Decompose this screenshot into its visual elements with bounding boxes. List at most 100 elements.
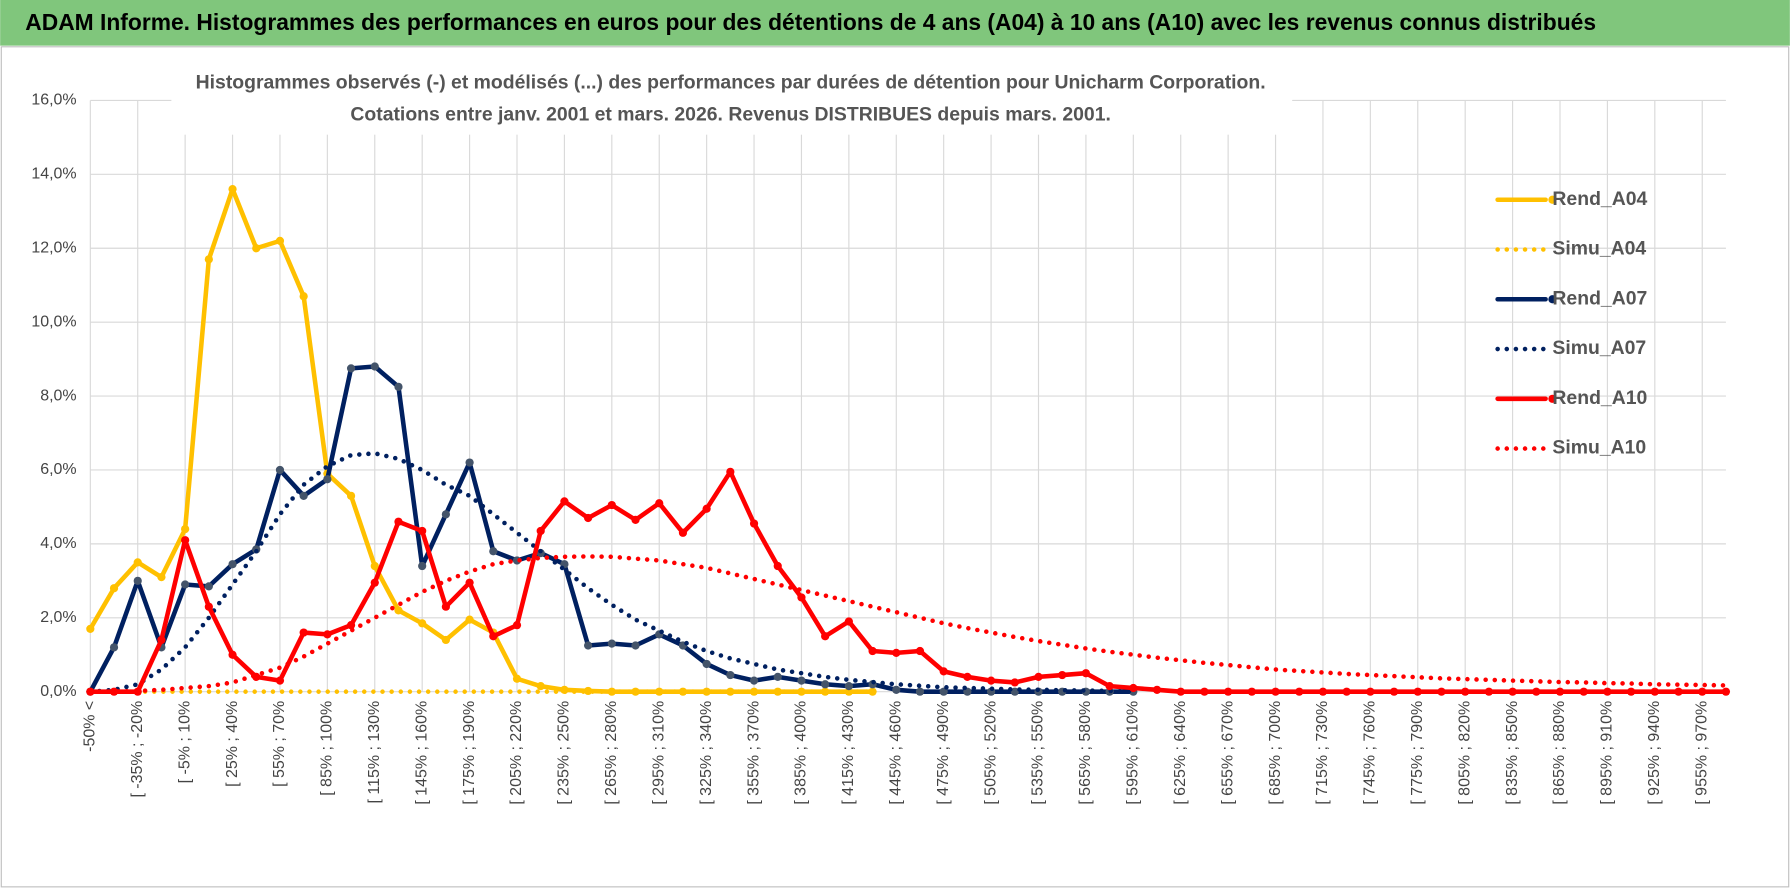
legend-label: Simu_A10 xyxy=(1552,437,1646,459)
point xyxy=(512,674,522,683)
point xyxy=(441,510,450,519)
point xyxy=(181,524,190,534)
legend-marker xyxy=(1548,394,1557,403)
point xyxy=(939,667,948,676)
point xyxy=(655,499,664,508)
point xyxy=(584,641,593,650)
x-tick-label: [ 145% ; 160% xyxy=(413,701,430,805)
point xyxy=(963,672,972,682)
point xyxy=(536,682,545,691)
point xyxy=(1176,687,1185,696)
point xyxy=(323,630,332,639)
x-tick-label: [ 445% ; 460% xyxy=(887,701,904,805)
point xyxy=(109,584,119,593)
point xyxy=(512,621,522,630)
x-tick-label: [ 475% ; 490% xyxy=(935,701,952,805)
point xyxy=(204,582,213,591)
point xyxy=(1366,687,1375,696)
point xyxy=(228,560,237,569)
x-tick-label: [ 115% ; 130% xyxy=(366,701,383,804)
y-tick-label: 10,0% xyxy=(31,313,76,330)
point xyxy=(465,458,474,467)
plot xyxy=(86,185,1731,696)
x-tick-label: [ -35% ; -20% xyxy=(129,701,146,798)
point xyxy=(797,593,806,602)
point xyxy=(844,682,853,691)
legend-label: Simu_A04 xyxy=(1552,238,1646,260)
chart-title: Histogrammes observés (-) et modélisés (… xyxy=(196,71,1266,93)
point xyxy=(1413,687,1422,696)
point xyxy=(323,475,332,484)
x-tick-label: [ 595% ; 610% xyxy=(1125,701,1142,805)
point xyxy=(1508,687,1517,696)
point xyxy=(702,687,711,696)
point xyxy=(536,526,545,536)
point xyxy=(1389,687,1399,696)
point xyxy=(394,606,403,615)
point xyxy=(157,573,166,582)
point xyxy=(1152,685,1162,694)
point xyxy=(418,526,427,536)
x-tick-label: [ 55% ; 70% xyxy=(271,701,288,787)
legend-label: Rend_A07 xyxy=(1552,287,1647,309)
x-tick-label: [ 205% ; 220% xyxy=(508,701,525,805)
point xyxy=(892,685,901,694)
x-tick-label: [ 835% ; 850% xyxy=(1504,701,1521,805)
chart-subtitle: Cotations entre janv. 2001 et mars. 2026… xyxy=(350,103,1111,125)
point xyxy=(821,687,830,696)
series-line xyxy=(88,451,1136,694)
point xyxy=(1105,682,1114,691)
x-tick-label: [ 925% ; 940% xyxy=(1646,701,1663,805)
point xyxy=(1224,687,1233,696)
x-tick-label: [ 85% ; 100% xyxy=(319,701,336,796)
x-tick-label: [ 175% ; 190% xyxy=(461,701,478,805)
point xyxy=(1721,687,1731,696)
point xyxy=(109,643,119,652)
point xyxy=(441,635,450,645)
point xyxy=(797,676,806,685)
point xyxy=(394,382,403,391)
point xyxy=(1247,687,1256,696)
x-tick-label: [ 565% ; 580% xyxy=(1077,701,1094,805)
x-tick-label: [ 295% ; 310% xyxy=(650,701,667,805)
legend-marker xyxy=(1548,195,1557,204)
point xyxy=(1010,687,1019,696)
banner-title: ADAM Informe. Histogrammes des performan… xyxy=(25,9,1596,35)
y-tick-label: 4,0% xyxy=(40,535,76,552)
banner xyxy=(0,0,1790,46)
y-tick-label: 12,0% xyxy=(31,239,76,256)
point xyxy=(773,672,782,682)
x-tick-label: [ 415% ; 430% xyxy=(840,701,857,805)
point xyxy=(1484,687,1493,696)
point xyxy=(1058,670,1067,680)
point xyxy=(1532,687,1541,696)
point xyxy=(275,236,285,245)
x-tick-label: [ 235% ; 250% xyxy=(556,701,573,805)
point xyxy=(607,639,616,648)
point xyxy=(1437,687,1446,696)
series-line xyxy=(88,186,875,694)
x-tick-label: [ 625% ; 640% xyxy=(1172,701,1189,805)
point xyxy=(489,547,498,556)
point xyxy=(228,185,237,194)
point xyxy=(465,615,474,624)
point xyxy=(346,621,356,630)
x-tick-label: [ 865% ; 880% xyxy=(1551,701,1568,805)
series-line xyxy=(88,554,1729,694)
point xyxy=(844,617,853,626)
point xyxy=(749,676,759,685)
point xyxy=(607,500,616,510)
point xyxy=(157,635,166,645)
point xyxy=(1200,687,1209,696)
x-tick-label: -50% < xyxy=(82,701,99,752)
point xyxy=(370,578,379,587)
point xyxy=(678,528,688,537)
x-tick-label: [ 535% ; 550% xyxy=(1030,701,1047,805)
y-tick-label: 6,0% xyxy=(40,461,76,478)
x-tick-label: [ 325% ; 340% xyxy=(698,701,715,805)
point xyxy=(1461,687,1470,696)
point xyxy=(915,687,925,696)
point xyxy=(275,676,285,685)
point xyxy=(204,255,213,264)
point xyxy=(204,602,213,611)
